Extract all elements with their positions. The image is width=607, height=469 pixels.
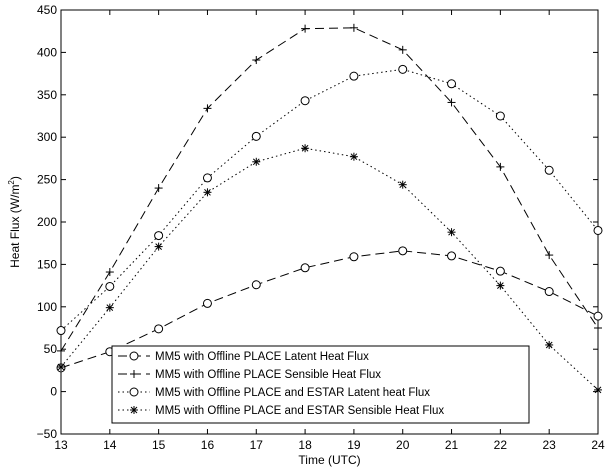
y-tick-label: 450: [37, 3, 57, 17]
data-point: [349, 71, 359, 81]
x-tick-label: 15: [152, 438, 166, 452]
data-point: [202, 173, 212, 183]
y-tick-label: 250: [37, 173, 57, 187]
data-point: [447, 98, 456, 107]
data-point: [203, 188, 212, 197]
data-point: [544, 165, 554, 175]
legend-entries: MM5 with Offline PLACE Latent Heat Flux M…: [118, 351, 444, 417]
data-point: [251, 131, 261, 141]
data-point: [447, 79, 457, 89]
data-point: [447, 228, 456, 237]
x-tick-label: 24: [591, 438, 605, 452]
data-point: [105, 268, 114, 277]
y-tick-label: 350: [37, 88, 57, 102]
legend-label: MM5 with Offline PLACE Latent Heat Flux: [155, 351, 369, 363]
x-tick-label: 14: [103, 438, 117, 452]
data-point: [203, 104, 212, 113]
legend-marker: [130, 406, 138, 414]
y-tick-label: 300: [37, 130, 57, 144]
legend-marker: [130, 370, 138, 378]
data-point: [252, 157, 261, 166]
y-axis-label-suffix: ): [8, 176, 22, 180]
data-point: [300, 263, 310, 273]
y-tick-label: 0: [50, 385, 57, 399]
y-axis-label-superscript: 2: [7, 180, 16, 185]
x-tick-label: 23: [543, 438, 557, 452]
y-tick-label: 50: [44, 342, 58, 356]
data-point: [495, 266, 505, 276]
legend-label: MM5 with Offline PLACE and ESTAR Sensibl…: [155, 405, 444, 417]
legend-marker: [129, 351, 139, 361]
legend-label: MM5 with Offline PLACE and ESTAR Latent …: [155, 387, 430, 399]
data-point: [496, 281, 505, 290]
data-point: [301, 144, 310, 153]
legend-box: [111, 345, 530, 424]
y-tick-label: 200: [37, 215, 57, 229]
data-point: [398, 45, 407, 54]
series-3: [56, 64, 603, 336]
data-point: [202, 298, 212, 308]
series-line: [60, 27, 599, 352]
y-tick-label: 400: [37, 45, 57, 59]
legend-label: MM5 with Offline PLACE Sensible Heat Flu…: [155, 369, 381, 381]
data-point: [545, 340, 554, 349]
data-point: [56, 326, 66, 336]
data-point: [398, 246, 408, 256]
data-point: [398, 64, 408, 74]
data-point: [544, 287, 554, 297]
data-point: [154, 242, 163, 251]
y-tick-label: 100: [37, 300, 57, 314]
legend: MM5 with Offline PLACE Latent Heat Flux M…: [111, 345, 530, 424]
data-point: [154, 184, 163, 193]
data-point: [57, 346, 65, 355]
data-point: [398, 180, 407, 189]
legend-entry-4: MM5 with Offline PLACE and ESTAR Sensibl…: [118, 405, 444, 417]
data-point: [349, 152, 358, 161]
x-tick-label: 17: [250, 438, 264, 452]
data-point: [593, 225, 603, 235]
series-4: [57, 144, 602, 394]
x-tick-label: 18: [298, 438, 312, 452]
y-tick-label: 150: [37, 257, 57, 271]
x-tick-label: 21: [445, 438, 459, 452]
y-axis-label: Heat Flux (W/m2): [7, 176, 22, 268]
y-axis-ticks: 450 400 350 300 250 200 150 100 50 0 −50: [37, 3, 598, 441]
legend-entry-3: MM5 with Offline PLACE and ESTAR Latent …: [118, 387, 430, 399]
legend-entry-2: MM5 with Offline PLACE Sensible Heat Flu…: [118, 369, 381, 381]
data-point: [349, 23, 358, 32]
data-point: [301, 24, 310, 33]
x-tick-label: 19: [347, 438, 361, 452]
data-point: [495, 111, 505, 121]
y-tick-label: −50: [37, 427, 58, 441]
x-axis-label: Time (UTC): [298, 453, 360, 467]
legend-marker: [129, 387, 139, 397]
x-tick-label: 13: [54, 438, 68, 452]
series-line: [60, 147, 599, 391]
data-point: [447, 251, 457, 261]
series-layer: [56, 23, 603, 394]
data-point: [300, 96, 310, 106]
data-point: [105, 281, 115, 291]
legend-entry-1: MM5 with Offline PLACE Latent Heat Flux: [118, 351, 369, 363]
x-tick-label: 22: [494, 438, 508, 452]
data-point: [594, 324, 602, 332]
x-tick-label: 20: [396, 438, 410, 452]
data-point: [252, 56, 261, 65]
x-axis-ticks: 13 14 15 16 17 18 19 20 21 22 23 24: [54, 10, 605, 452]
data-point: [154, 324, 164, 334]
series-2: [57, 23, 602, 355]
data-point: [349, 252, 359, 262]
data-point: [154, 231, 164, 241]
data-point: [593, 311, 603, 321]
data-point: [496, 162, 505, 171]
x-tick-label: 16: [201, 438, 215, 452]
data-point: [105, 303, 114, 312]
data-point: [545, 251, 554, 260]
data-point: [57, 363, 65, 372]
data-point: [251, 280, 261, 290]
y-axis-label-main: Heat Flux (W/m: [8, 185, 22, 268]
data-point: [594, 385, 602, 394]
